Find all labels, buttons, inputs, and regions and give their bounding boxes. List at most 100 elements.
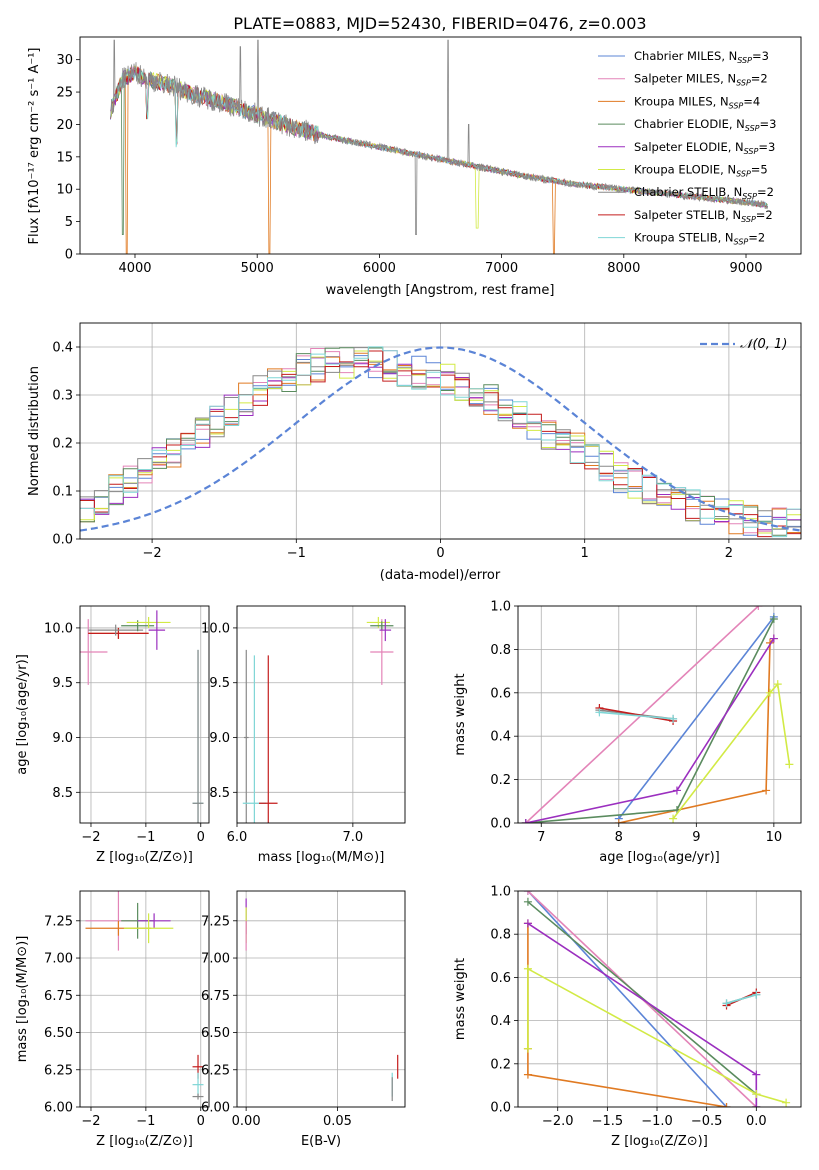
p5-ytick-label: 0.0: [490, 817, 511, 832]
legend-label-count: =5: [751, 163, 768, 177]
p6-ytick-label: 6.75: [44, 989, 73, 1004]
p3-xtick-label: −2: [81, 830, 100, 845]
residual-ytick-label: 0.2: [52, 437, 73, 452]
weight-line-kroupa-stelib: [726, 993, 757, 1005]
p7-panel: 0.00 0.05 6.00 6.25 6.50 6.75 7.00 7.25 E(B-V): [201, 890, 406, 1149]
residual-legend: 𝒩(0, 1): [700, 337, 787, 352]
p7-ytick-label: 7.25: [201, 914, 230, 929]
p5-ytick-label: 0.6: [490, 686, 511, 701]
legend-label: Chabrier MILES, NSSP=3: [634, 49, 769, 65]
legend-label-count: =2: [756, 208, 773, 222]
p8-ytick-label: 0.2: [490, 1057, 511, 1072]
weight-point-marker: [523, 897, 532, 906]
legend-label-sub: SSP: [729, 101, 744, 110]
legend-label-count: =4: [743, 94, 760, 108]
p8-xtick-label: −0.5: [691, 1114, 723, 1129]
p3-ylabel: age [log₁₀(age/yr)]: [15, 654, 30, 775]
p3-ytick-label: 9.5: [52, 676, 73, 691]
legend-label-sub: SSP: [742, 192, 757, 201]
weight-point-marker: [669, 814, 678, 823]
spectrum-ticks: 4000 5000 6000 7000 8000 9000 0 5 10 15 20 25 30: [56, 53, 762, 276]
p3-grid: [80, 606, 209, 823]
spectrum-ylabel: Flux [fλ10⁻¹⁷ erg cm⁻² s⁻¹ A⁻¹]: [27, 48, 42, 245]
p7-grid: [237, 891, 405, 1108]
p4-ytick-label: 8.5: [209, 786, 230, 801]
p5-marks: [521, 606, 794, 823]
p7-ytick-label: 6.50: [201, 1026, 230, 1041]
spectrum-xtick-label: 5000: [241, 261, 274, 276]
residual-hist-kroupa-stelib: [80, 346, 801, 538]
p5-xtick-label: 9: [692, 830, 700, 845]
residual-plot-area: [80, 346, 801, 538]
legend-label: Kroupa STELIB, NSSP=2: [634, 231, 765, 247]
p5-axes-frame: [517, 605, 802, 824]
spectrum-xtick-label: 8000: [607, 261, 640, 276]
p3-marks: [80, 610, 204, 823]
legend-label-sub: SSP: [737, 56, 752, 65]
legend-label-main: Salpeter ELODIE, N: [634, 140, 744, 154]
parameter-panels: −2 −1 0 8.5 9.0 9.5 10.0 Z [log₁₀(Z/Z⊙)] age [lo…: [15, 600, 802, 1149]
weight-point-marker: [752, 1103, 761, 1107]
legend-label-count: =2: [757, 185, 774, 199]
p7-ytick-label: 6.75: [201, 989, 230, 1004]
spectrum-xtick-label: 6000: [363, 261, 396, 276]
weight-point-marker: [769, 634, 778, 643]
residual-xtick-label: 2: [725, 546, 733, 561]
p4-axes-frame: [236, 605, 406, 824]
residual-ticks: −2 −1 0 1 2 0.0 0.1 0.2 0.3 0.4: [52, 341, 733, 562]
weight-point-marker: [752, 1090, 761, 1099]
legend-label-sub: SSP: [736, 170, 751, 179]
legend-label-sub: SSP: [734, 238, 749, 247]
residual-ytick-label: 0.0: [52, 533, 73, 548]
p5-ytick-label: 1.0: [490, 600, 511, 615]
p8-ytick-label: 1.0: [490, 885, 511, 900]
spectrum-xtick-label: 9000: [729, 261, 762, 276]
p6-xtick-label: −2: [81, 1114, 100, 1129]
p3-ytick-label: 8.5: [52, 786, 73, 801]
spectrum-ytick-label: 30: [56, 53, 73, 68]
legend-label-main: Salpeter MILES, N: [634, 72, 736, 86]
legend-label-main: Kroupa MILES, N: [634, 94, 729, 108]
legend-label: Chabrier STELIB, NSSP=2: [634, 185, 774, 201]
p6-grid: [80, 891, 209, 1108]
p8-xtick-label: 0.0: [746, 1114, 767, 1129]
residual-xtick-label: 1: [581, 546, 589, 561]
legend-label: Salpeter STELIB, NSSP=2: [634, 208, 773, 224]
residual-ytick-label: 0.3: [52, 389, 73, 404]
p6-panel: −2 −1 0 6.00 6.25 6.50 6.75 7.00 7.25 Z [log₁₀(Z/…: [15, 890, 210, 1149]
spectrum-xtick-label: 7000: [485, 261, 518, 276]
p5-ytick-label: 0.4: [490, 730, 511, 745]
p8-ylabel: mass weight: [453, 958, 468, 1040]
weight-line-kroupa-elodie: [672, 682, 791, 820]
legend-label-sub: SSP: [736, 79, 751, 88]
p8-ytick-label: 0.4: [490, 1014, 511, 1029]
weight-point-marker: [785, 760, 794, 769]
legend-label-sub: SSP: [744, 147, 759, 156]
legend-label: Salpeter MILES, NSSP=2: [634, 72, 768, 88]
weight-point-marker: [595, 708, 604, 717]
legend-label-count: =3: [758, 140, 775, 154]
p7-xtick-label: 0.00: [232, 1114, 261, 1129]
weight-line-chabrier-miles: [527, 891, 728, 1107]
spectrum-observed-line: [110, 39, 768, 235]
p8-ytick-label: 0.8: [490, 928, 511, 943]
p4-xlabel: mass [log₁₀(M/M⊙)]: [258, 850, 385, 865]
weight-point-marker: [722, 1103, 731, 1107]
p8-ytick-label: 0.0: [490, 1101, 511, 1116]
p6-ytick-label: 7.00: [44, 952, 73, 967]
p6-xlabel: Z [log₁₀(Z/Z⊙)]: [96, 1134, 193, 1149]
spectrum-ytick-label: 0: [65, 248, 73, 263]
spectrum-xtick-label: 4000: [118, 261, 151, 276]
legend-label: Kroupa MILES, NSSP=4: [634, 94, 760, 110]
p3-ytick-label: 9.0: [52, 731, 73, 746]
normal-curve: [80, 346, 801, 532]
legend-label-main: Chabrier MILES, N: [634, 49, 737, 63]
weight-line-kroupa-elodie: [527, 967, 787, 1104]
weight-point-marker: [523, 919, 532, 928]
p5-xtick-label: 10: [766, 830, 783, 845]
weight-line-salpeter-stelib: [599, 707, 674, 722]
legend-label-count: =3: [760, 117, 777, 131]
p6-ytick-label: 6.50: [44, 1026, 73, 1041]
weight-point-marker: [672, 786, 681, 795]
